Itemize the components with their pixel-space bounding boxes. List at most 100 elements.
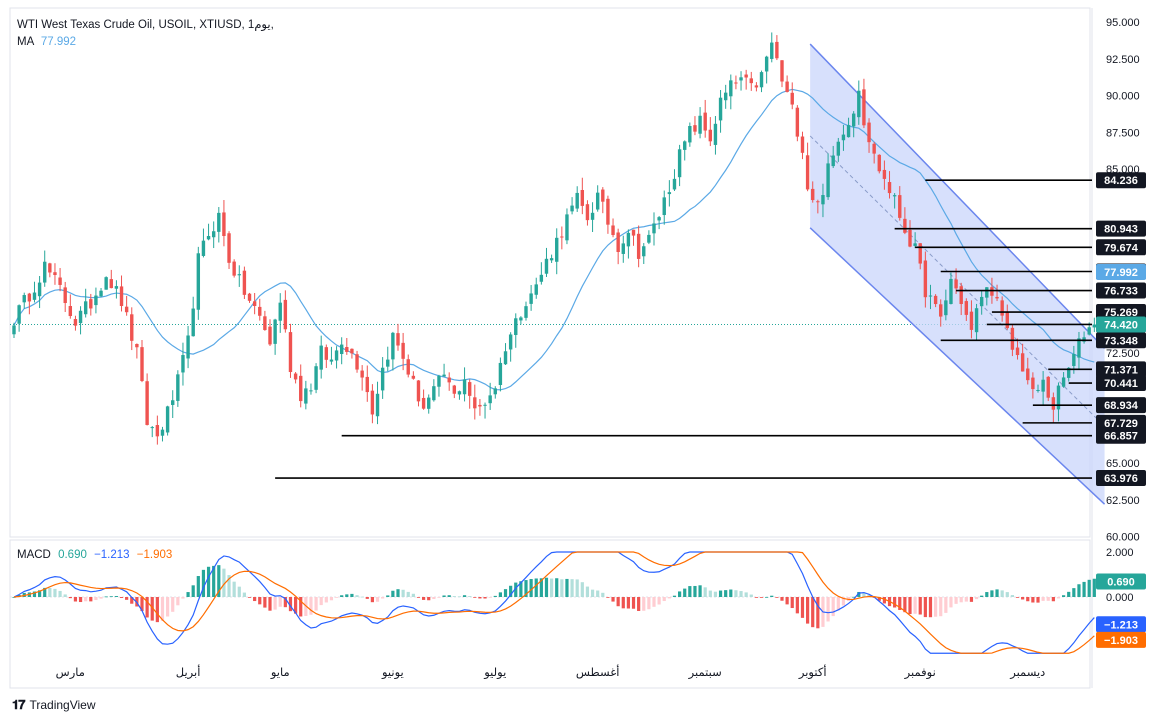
candle-body: [836, 141, 841, 156]
candle: [58, 268, 62, 292]
candle: [616, 228, 620, 265]
candle: [411, 371, 416, 380]
candle: [242, 266, 247, 300]
candle: [488, 382, 492, 410]
level-label-bg: [1096, 239, 1146, 256]
candle: [293, 371, 298, 384]
macd-hist-bar: [626, 597, 630, 609]
candle: [339, 337, 344, 365]
macd-hist-bar: [84, 597, 88, 602]
macd-hist-bar: [457, 596, 462, 598]
candle-body: [795, 107, 800, 137]
ma-price-label-bg: [1096, 264, 1146, 281]
candle-body: [882, 169, 887, 179]
macd-hist-bar: [422, 597, 426, 600]
tradingview-brand[interactable]: 𝟏𝟕 TradingView: [12, 697, 96, 713]
y-tick-label: 62.500: [1106, 495, 1140, 507]
macd-hist-bar: [980, 595, 984, 597]
candle-body: [549, 258, 554, 261]
candle: [258, 298, 262, 321]
candle-body: [206, 236, 211, 240]
candle-body: [908, 229, 912, 247]
candle: [135, 343, 139, 359]
macd-hist-bar: [811, 597, 815, 628]
candle: [1061, 372, 1066, 388]
macd-hist-bar: [324, 597, 328, 603]
macd-hist-bar: [176, 597, 180, 606]
level-label-bg: [1096, 375, 1146, 392]
candle: [160, 426, 165, 442]
candle: [580, 177, 585, 215]
candle: [631, 229, 636, 246]
candle-body: [232, 261, 236, 276]
macd-hist-bar: [1005, 592, 1009, 597]
candle: [621, 235, 625, 263]
candle: [145, 373, 149, 426]
candle-body: [217, 212, 221, 232]
macd-hist-bar: [1092, 578, 1096, 597]
macd-hist-bar: [857, 591, 861, 597]
macd-hist-bar: [201, 569, 206, 597]
macd-hist-bar: [514, 582, 518, 597]
candle: [882, 160, 887, 190]
candle: [636, 225, 641, 268]
candle: [124, 295, 129, 316]
candle-body: [811, 188, 815, 201]
channel-lower-line: [809, 227, 1106, 505]
macd-hist-bar: [350, 593, 354, 597]
macd-hist-bar: [340, 595, 344, 597]
macd-hist-bar: [923, 597, 927, 618]
candle-body: [437, 375, 441, 387]
candle-body: [467, 382, 472, 396]
candle-body: [334, 350, 339, 361]
macd-hist-bar: [785, 597, 789, 605]
level-label-bg: [1096, 397, 1146, 414]
macd-hist-bar: [1072, 588, 1076, 597]
candle: [406, 354, 410, 378]
level-label: 84.236: [1104, 175, 1138, 187]
candle-body: [595, 192, 600, 210]
macd-hist-bar: [524, 580, 528, 597]
candle-body: [1041, 379, 1045, 392]
candle: [821, 183, 825, 218]
candle-body: [1061, 377, 1066, 387]
macd-hist-bar: [611, 597, 615, 602]
macd-hist-bar: [621, 597, 625, 609]
macd-hist-bar: [309, 597, 313, 615]
macd-hist-bar: [78, 597, 83, 603]
candle: [442, 363, 446, 377]
macd-hist-bar: [294, 597, 298, 614]
candle-body: [585, 204, 590, 221]
macd-hist-bar: [509, 585, 513, 597]
candle: [841, 125, 846, 151]
candle-body: [1000, 300, 1004, 316]
macd-hist-bar: [852, 596, 856, 598]
candle-body: [1067, 367, 1071, 378]
candle: [1046, 376, 1050, 402]
candle: [862, 78, 866, 129]
candle-body: [160, 429, 165, 436]
candle-body: [171, 400, 175, 405]
candle-body: [99, 290, 103, 297]
x-tick-label: أبريل: [176, 664, 201, 680]
candle-body: [524, 306, 528, 318]
macd-hist-bar: [836, 597, 840, 611]
candle-body: [268, 326, 272, 345]
candle-body: [145, 381, 149, 425]
candle: [473, 384, 477, 420]
candle: [201, 228, 206, 258]
candle: [211, 221, 216, 249]
candle: [805, 142, 810, 192]
candle-body: [575, 192, 579, 209]
candle-body: [263, 316, 267, 330]
macd-hist-bar: [1000, 590, 1004, 597]
candle-body: [831, 155, 835, 167]
macd-hist-bar: [555, 578, 559, 597]
candle: [186, 325, 190, 369]
macd-hist-bar: [606, 597, 610, 598]
candle: [713, 116, 718, 155]
macd-hist-bar: [657, 597, 661, 605]
macd-hist-bar: [544, 577, 549, 597]
